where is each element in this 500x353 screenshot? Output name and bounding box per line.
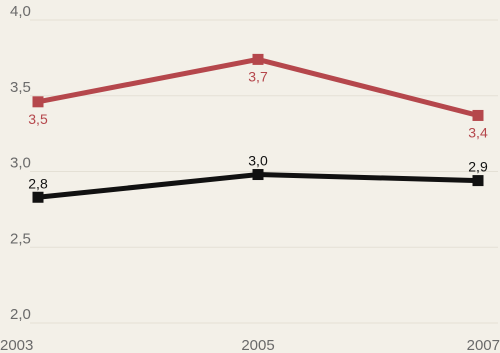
data-label: 2,9	[468, 159, 488, 175]
y-axis: 2,0 2,5 3,0 3,5 4,0	[10, 3, 31, 323]
series-layer: 3,5 3,7 3,4 2,8 3,0 2,9	[28, 53, 488, 203]
series-2: 2,8 3,0 2,9	[28, 153, 488, 203]
y-tick-label: 2,0	[10, 306, 31, 323]
x-axis: 2003 2005 2007	[0, 337, 500, 353]
data-label: 3,5	[28, 111, 48, 127]
data-point-marker	[32, 96, 44, 108]
data-label: 3,0	[248, 153, 268, 169]
data-label: 3,4	[468, 124, 488, 140]
data-label: 2,8	[28, 175, 48, 191]
gridlines	[30, 19, 498, 324]
x-tick-label: 2005	[241, 337, 274, 353]
data-point-marker	[472, 109, 484, 121]
data-label: 3,7	[248, 68, 268, 84]
y-tick-label: 4,0	[10, 3, 31, 20]
y-tick-label: 3,5	[10, 79, 31, 96]
data-point-marker	[472, 175, 484, 187]
data-point-marker	[32, 191, 44, 203]
data-point-marker	[252, 169, 264, 181]
y-tick-label: 2,5	[10, 230, 31, 247]
x-tick-label: 2007	[467, 337, 500, 353]
series-1: 3,5 3,7 3,4	[28, 53, 488, 140]
y-tick-label: 3,0	[10, 155, 31, 172]
x-tick-label: 2003	[0, 337, 33, 353]
data-point-marker	[252, 53, 264, 65]
